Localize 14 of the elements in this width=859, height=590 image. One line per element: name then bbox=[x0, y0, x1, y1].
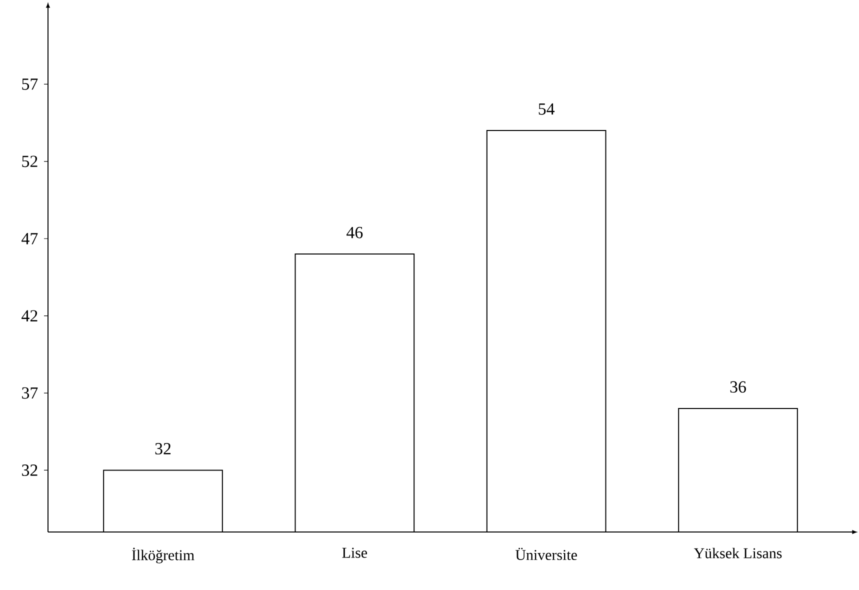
y-tick-label: 57 bbox=[22, 78, 38, 90]
y-tick-label: 37 bbox=[22, 387, 38, 399]
y-tick-label: 52 bbox=[22, 156, 38, 168]
x-tick-label: İlköğretim bbox=[132, 548, 194, 564]
data-label: 36 bbox=[730, 381, 746, 393]
x-tick-label: Yüksek Lisans bbox=[694, 548, 782, 558]
x-tick-label: Üniversite bbox=[516, 548, 577, 560]
data-label: 32 bbox=[155, 443, 171, 454]
data-label: 46 bbox=[346, 226, 363, 238]
y-tick-label: 42 bbox=[22, 310, 38, 322]
y-tick-label: 32 bbox=[22, 464, 38, 476]
x-tick-label: Lise bbox=[342, 548, 368, 558]
y-tick-label: 47 bbox=[22, 233, 38, 244]
data-label: 54 bbox=[538, 103, 555, 115]
